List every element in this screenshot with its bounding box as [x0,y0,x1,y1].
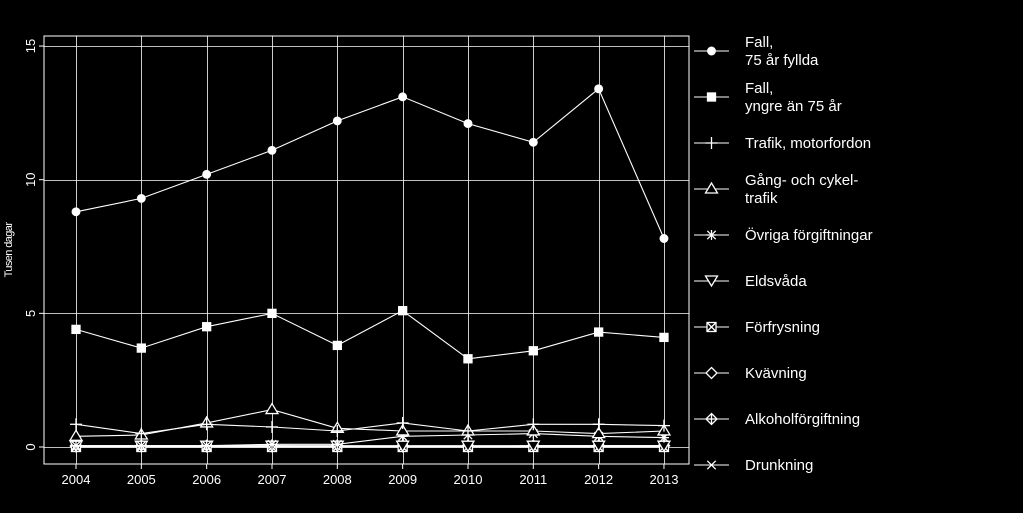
x-tick-label: 2013 [650,472,679,487]
data-point [202,322,212,332]
data-point [70,418,82,431]
data-point [71,324,81,335]
data-point [463,119,473,129]
data-point [331,424,344,437]
legend-marker [705,412,718,426]
y-tick-label: 0 [23,443,38,450]
legend-label: Trafik, motorfordon [745,135,871,152]
series-circle [71,84,669,243]
axes: 2004 2005 2006 2007 2008 2009 2010 2011 2012 2013… [23,39,678,487]
series-line [75,422,665,435]
data-point [593,327,604,337]
series-plus [70,416,670,440]
x-tick-label: 2010 [454,472,483,487]
data-point [136,440,147,451]
legend: Fall, 75 år fyllda Fall, yngre än 75 år Traf… [694,34,873,474]
legend-item: Alkoholförgiftning [694,411,860,428]
data-point [659,332,669,343]
legend-label: Fall, yngre än 75 år [745,80,842,115]
data-point [395,423,410,436]
legend-marker [705,366,718,380]
legend-label: Förfrysning [745,319,820,336]
data-point [136,343,146,353]
series-group [68,84,672,453]
data-point [332,340,342,351]
y-tick-label: 10 [23,172,38,186]
data-point [265,420,278,433]
data-point [266,439,277,450]
data-point [460,440,476,453]
legend-marker [704,275,719,288]
data-point [202,169,212,179]
y-tick-label: 15 [23,39,38,53]
data-point [396,416,409,429]
data-point [528,346,538,356]
legend-label: Övriga förgiftningar [745,226,873,244]
legend-label: Kvävning [745,365,807,382]
legend-item: Eldsvåda [694,273,807,290]
data-point [592,418,605,431]
series-square [71,306,669,364]
data-point [594,84,604,94]
data-point [135,427,148,440]
series-line [75,310,665,360]
x-tick-label: 2004 [62,472,91,487]
x-tick-label: 2011 [519,472,547,487]
legend-marker [704,181,719,194]
data-point [461,424,474,437]
legend-item: Gång- och cykel-trafik [694,172,858,207]
y-axis-label: Tusen dagar [3,222,15,278]
data-point [528,137,538,147]
legend-marker [706,460,717,470]
legend-item: Trafik, motorfordon [694,135,871,152]
data-point [659,234,669,243]
legend-label: Eldsvåda [745,273,807,290]
x-tick-label: 2012 [584,472,613,487]
legend-marker [706,230,717,240]
x-tick-label: 2007 [258,472,287,487]
legend-item: Förfrysning [694,319,820,336]
legend-marker [706,92,717,102]
data-point [332,116,342,126]
data-point [68,429,84,441]
y-tick-label: 5 [23,310,38,317]
legend-item: Drunkning [694,457,813,474]
data-point [332,439,343,450]
data-point [136,193,146,203]
legend-marker [707,46,716,56]
data-point [201,440,212,451]
legend-label: Gång- och cykel-trafik [745,172,858,207]
data-point [398,92,408,102]
legend-marker [705,137,718,149]
data-point [657,419,670,432]
data-point [71,207,81,217]
data-point [527,418,540,431]
data-point [200,418,213,431]
data-point [267,145,277,155]
data-point [591,426,606,439]
series-line [75,87,665,239]
legend-item: Fall, 75 år fyllda [694,34,819,69]
legend-label: Fall, 75 år fyllda [745,34,819,69]
x-tick-label: 2006 [192,472,221,487]
data-point [71,440,81,451]
legend-item: Fall, yngre än 75 år [694,80,842,115]
legend-label: Drunkning [745,457,813,474]
x-tick-label: 2009 [388,472,417,487]
series-line [76,433,665,447]
data-point [267,308,277,319]
x-tick-label: 2008 [323,472,352,487]
legend-label: Alkoholförgiftning [745,411,860,428]
legend-item: Kvävning [694,365,807,382]
legend-marker [706,321,717,333]
x-tick-label: 2005 [127,472,156,487]
legend-item: Övriga förgiftningar [694,226,873,244]
data-point [526,440,541,453]
plot-frame [43,35,690,465]
data-point [463,354,473,364]
data-point [397,306,408,316]
data-point [264,402,280,415]
